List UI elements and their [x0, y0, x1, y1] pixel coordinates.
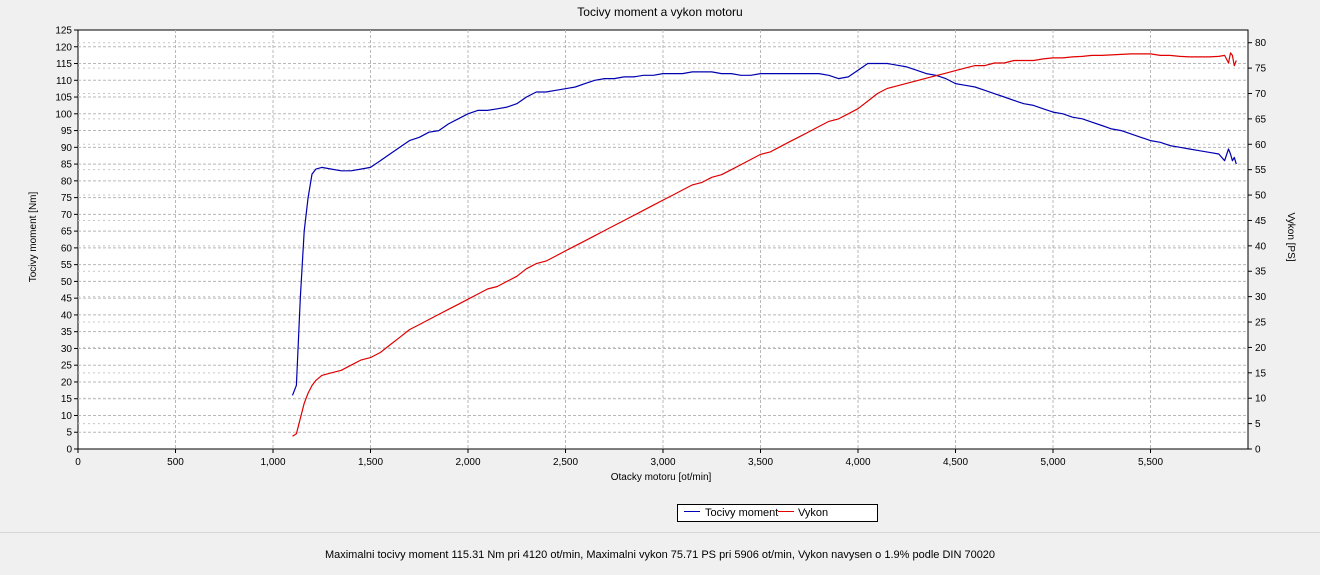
y2-tick-label: 60	[1255, 140, 1267, 151]
chart-legend: Tocivy moment Vykon	[677, 504, 878, 522]
y2-tick-label: 30	[1255, 292, 1267, 303]
y2-tick-label: 0	[1255, 445, 1261, 456]
grid-lines	[78, 30, 1248, 449]
y-tick-label: 50	[61, 277, 73, 288]
x-tick-label: 2,500	[553, 457, 578, 468]
y-tick-label: 105	[55, 93, 72, 104]
y2-tick-label: 15	[1255, 368, 1267, 379]
x-tick-label: 500	[167, 457, 184, 468]
y-tick-label: 45	[61, 294, 73, 305]
plot-area	[77, 29, 1249, 450]
y-tick-label: 90	[61, 143, 73, 154]
y2-tick-label: 65	[1255, 114, 1267, 125]
y-tick-label: 125	[55, 26, 72, 37]
y-tick-label: 110	[56, 76, 72, 87]
y-tick-label: 115	[56, 59, 72, 70]
y-tick-label: 10	[61, 411, 73, 422]
footer-divider	[0, 532, 1320, 533]
y2-tick-label: 80	[1255, 38, 1267, 49]
x-tick-label: 0	[75, 457, 81, 468]
legend-item-torque: Tocivy moment	[705, 507, 779, 519]
y2-tick-label: 35	[1255, 267, 1267, 278]
y-tick-label: 35	[61, 327, 73, 338]
y2-tick-label: 40	[1255, 241, 1267, 252]
y-tick-label: 40	[61, 310, 73, 321]
y-tick-label: 75	[61, 193, 73, 204]
y2-tick-label: 25	[1255, 318, 1267, 329]
y-tick-label: 30	[61, 344, 73, 355]
y-tick-label: 60	[61, 243, 73, 254]
x-tick-label: 4,000	[845, 457, 870, 468]
legend-item-power: Vykon	[798, 507, 829, 519]
y2-tick-label: 45	[1255, 216, 1267, 227]
legend-swatch-torque	[684, 511, 700, 512]
series-lines	[291, 52, 1237, 437]
y-tick-label: 0	[66, 445, 72, 456]
x-tick-label: 3,000	[650, 457, 675, 468]
legend-swatch-power	[778, 511, 794, 512]
y2-tick-label: 50	[1255, 191, 1267, 202]
y-tick-label: 25	[61, 361, 73, 372]
series-line-power	[292, 52, 1237, 437]
x-tick-label: 3,500	[748, 457, 773, 468]
y2-tick-label: 5	[1255, 419, 1261, 430]
y2-tick-label: 10	[1255, 394, 1267, 405]
x-axis-label: Otacky motoru [ot/min]	[611, 472, 712, 483]
x-tick-label: 1,000	[260, 457, 285, 468]
y-tick-label: 20	[61, 377, 73, 388]
y2-axis-label: Vykon [PS]	[1285, 212, 1296, 261]
axes: 0510152025303540455055606570758085909510…	[55, 26, 1266, 469]
x-tick-label: 1,500	[358, 457, 383, 468]
y-tick-label: 65	[61, 227, 73, 238]
y-tick-label: 15	[61, 394, 73, 405]
y-tick-label: 85	[61, 160, 73, 171]
x-tick-label: 4,500	[943, 457, 968, 468]
y-tick-label: 55	[61, 260, 73, 271]
y-tick-label: 120	[55, 42, 72, 53]
y2-tick-label: 75	[1255, 64, 1267, 75]
footer-summary: Maximalni tocivy moment 115.31 Nm pri 41…	[324, 549, 996, 561]
y2-tick-label: 70	[1255, 89, 1267, 100]
x-tick-label: 2,000	[455, 457, 480, 468]
y-axis-label: Tocivy moment [Nm]	[28, 191, 39, 282]
y-tick-label: 5	[66, 428, 72, 439]
y-tick-label: 100	[55, 109, 72, 120]
x-tick-label: 5,500	[1138, 457, 1163, 468]
x-tick-label: 5,000	[1040, 457, 1065, 468]
chart-title: Tocivy moment a vykon motoru	[577, 5, 743, 19]
y2-tick-label: 55	[1255, 165, 1267, 176]
y2-tick-label: 20	[1255, 343, 1267, 354]
y-tick-label: 70	[61, 210, 73, 221]
series-line-torque	[291, 62, 1237, 396]
y-tick-label: 80	[61, 176, 73, 187]
y-tick-label: 95	[61, 126, 73, 137]
